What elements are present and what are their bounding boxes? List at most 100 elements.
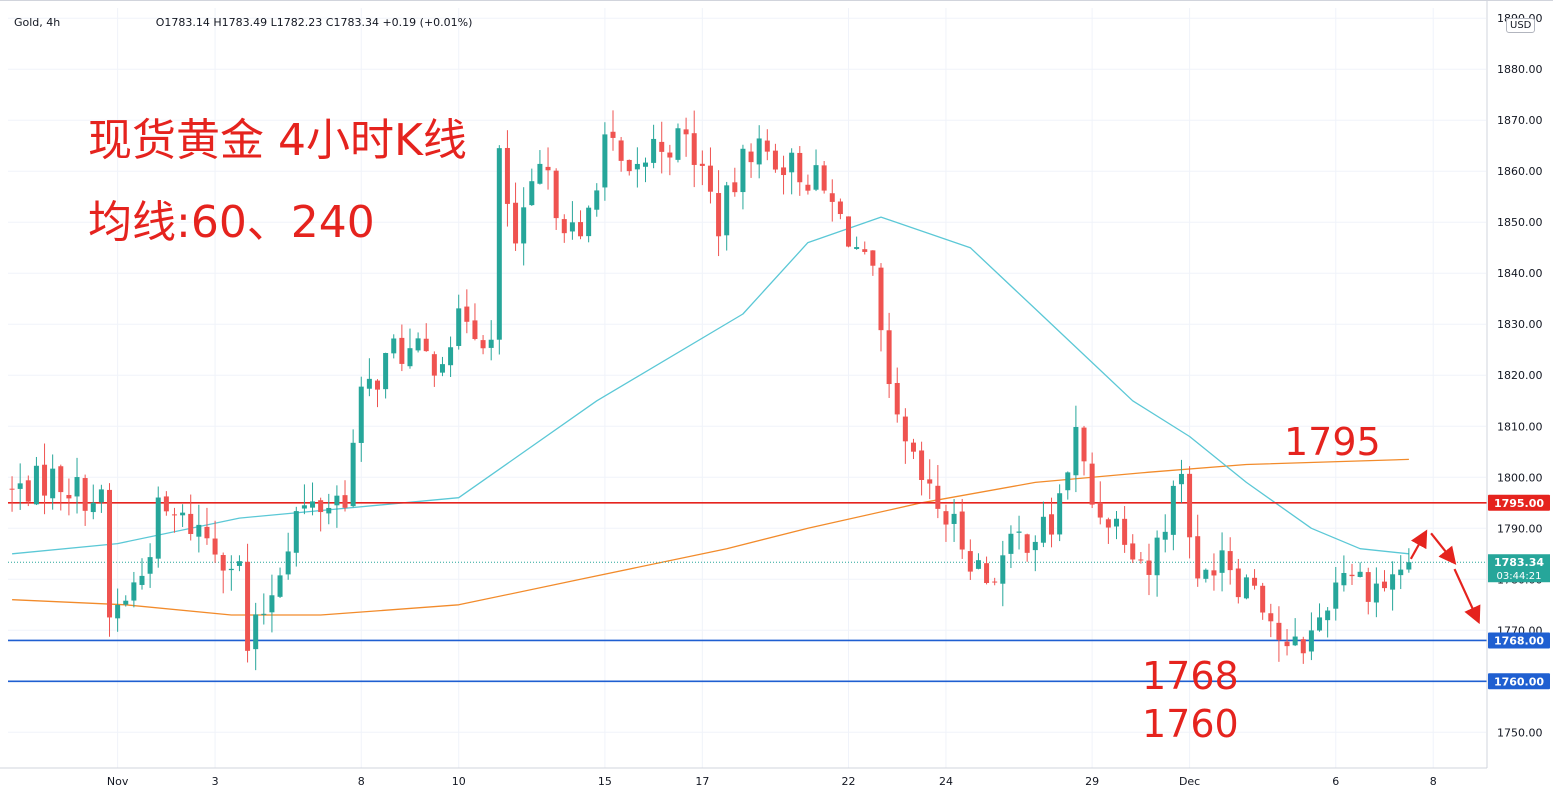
candle-body bbox=[537, 163, 543, 184]
level-tag-bg bbox=[1488, 494, 1550, 511]
candle-body bbox=[1235, 568, 1241, 598]
candle-body bbox=[910, 442, 916, 452]
candle-body bbox=[1187, 473, 1193, 538]
candle-body bbox=[740, 148, 746, 193]
candle-body bbox=[1049, 514, 1055, 535]
candle-body bbox=[748, 151, 754, 163]
candle-body bbox=[1260, 585, 1266, 613]
candle-body bbox=[1024, 534, 1030, 553]
candle-body bbox=[553, 170, 559, 219]
price-tick-label: 1810.00 bbox=[1497, 420, 1543, 433]
price-tick-label: 1880.00 bbox=[1497, 63, 1543, 76]
candle-body bbox=[1227, 551, 1233, 571]
candle-body bbox=[1081, 427, 1087, 462]
candle-body bbox=[935, 485, 941, 509]
candle-body bbox=[82, 478, 88, 511]
candle-body bbox=[261, 613, 267, 615]
candle-body bbox=[326, 507, 332, 514]
candle-body bbox=[975, 560, 981, 569]
candle-body bbox=[456, 308, 462, 346]
candle-body bbox=[626, 159, 632, 172]
candle-body bbox=[610, 131, 616, 138]
date-tick-label: 29 bbox=[1085, 775, 1099, 788]
date-tick-label: Nov bbox=[107, 775, 129, 788]
candle-body bbox=[594, 190, 600, 210]
ma60-layer bbox=[12, 216, 1409, 555]
candle-body bbox=[220, 555, 226, 571]
candle-body bbox=[131, 582, 137, 601]
candle-body bbox=[1057, 493, 1063, 535]
date-tick-label: 3 bbox=[212, 775, 219, 788]
candle-body bbox=[1211, 570, 1217, 576]
candle-body bbox=[1097, 502, 1103, 518]
candle-body bbox=[724, 185, 730, 236]
candle-body bbox=[651, 138, 657, 163]
symbol-header: Gold, 4h O1783.14 H1783.49 L1782.23 C178… bbox=[14, 16, 472, 29]
candle-body bbox=[862, 249, 868, 252]
candle-body bbox=[90, 502, 96, 513]
ma60-line bbox=[12, 216, 1409, 555]
date-tick-label: 22 bbox=[842, 775, 856, 788]
last-price-tag-bg bbox=[1488, 554, 1550, 583]
candle-body bbox=[212, 538, 218, 555]
annotation-1795: 1795 bbox=[1284, 420, 1381, 464]
candle-body bbox=[902, 416, 908, 442]
candle-body bbox=[927, 479, 933, 484]
candle-body bbox=[1065, 472, 1071, 491]
candle-body bbox=[391, 338, 397, 354]
candle-body bbox=[358, 386, 364, 443]
candle-body bbox=[334, 495, 340, 506]
candle-body bbox=[967, 551, 973, 572]
candle-body bbox=[1203, 569, 1209, 579]
candle-body bbox=[383, 353, 389, 390]
candle-body bbox=[821, 165, 827, 191]
candle-body bbox=[171, 514, 177, 516]
candle-body bbox=[107, 489, 113, 618]
candle-body bbox=[480, 340, 486, 349]
candle-body bbox=[1252, 577, 1258, 586]
candle-body bbox=[1333, 582, 1339, 609]
candle-body bbox=[1284, 641, 1290, 647]
currency-button[interactable]: USD bbox=[1506, 18, 1536, 33]
candle-body bbox=[1325, 610, 1331, 621]
date-tick-label: 24 bbox=[939, 775, 953, 788]
candle-body bbox=[854, 247, 860, 249]
candle-body bbox=[642, 162, 648, 167]
candle-body bbox=[147, 557, 153, 574]
candle-body bbox=[74, 477, 80, 497]
candle-body bbox=[350, 442, 356, 507]
candle-body bbox=[1349, 574, 1355, 577]
price-tick-label: 1790.00 bbox=[1497, 522, 1543, 535]
candle-body bbox=[919, 450, 925, 481]
candle-body bbox=[992, 581, 998, 583]
candle-body bbox=[1032, 541, 1038, 551]
candle-body bbox=[448, 347, 454, 366]
candle-body bbox=[504, 147, 510, 204]
candle-body bbox=[415, 338, 421, 351]
candle-body bbox=[1365, 572, 1371, 602]
candle-body bbox=[342, 495, 348, 508]
candle-body bbox=[1170, 485, 1176, 535]
candle-body bbox=[521, 207, 527, 244]
candle-body bbox=[98, 489, 104, 503]
price-tick-label: 1830.00 bbox=[1497, 318, 1543, 331]
candle-body bbox=[675, 128, 681, 160]
candle-body bbox=[204, 526, 210, 539]
date-tick-label: 15 bbox=[598, 775, 612, 788]
candle-body bbox=[529, 181, 535, 206]
candle-body bbox=[943, 511, 949, 525]
candle-body bbox=[878, 267, 884, 331]
candle-body bbox=[602, 134, 608, 188]
ma240-line bbox=[12, 458, 1409, 616]
candle-body bbox=[513, 202, 519, 244]
symbol-name[interactable]: Gold, 4h bbox=[14, 16, 61, 29]
candle-body bbox=[1398, 569, 1404, 576]
price-tick-label: 1870.00 bbox=[1497, 114, 1543, 127]
candle-body bbox=[1390, 574, 1396, 590]
candle-body bbox=[318, 500, 324, 513]
date-tick-label: 8 bbox=[358, 775, 365, 788]
ohlc-readout: O1783.14 H1783.49 L1782.23 C1783.34 +0.1… bbox=[155, 16, 473, 29]
candle-body bbox=[115, 605, 121, 619]
candle-body bbox=[285, 551, 291, 575]
